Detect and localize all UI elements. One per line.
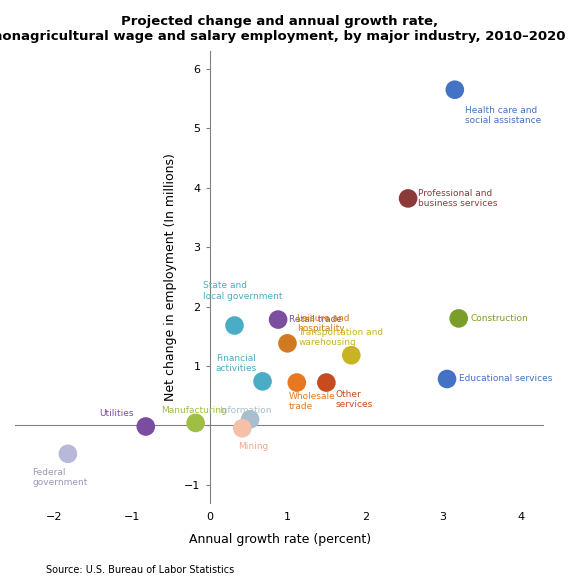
- Point: [141, 422, 150, 431]
- Text: Health care and
social assistance: Health care and social assistance: [465, 106, 541, 125]
- Point: [443, 375, 452, 384]
- X-axis label: Annual growth rate (percent): Annual growth rate (percent): [188, 533, 371, 546]
- Text: Manufacturing: Manufacturing: [161, 406, 227, 414]
- Point: [347, 351, 356, 360]
- Point: [292, 378, 302, 387]
- Text: State and
local government: State and local government: [204, 281, 283, 301]
- Point: [283, 339, 292, 348]
- Text: Mining: Mining: [238, 442, 268, 451]
- Text: Transportation and
warehousing: Transportation and warehousing: [298, 328, 383, 347]
- Point: [238, 424, 247, 433]
- Text: Educational services: Educational services: [459, 375, 552, 383]
- Text: Retail trade: Retail trade: [289, 315, 342, 324]
- Text: Utilities: Utilities: [99, 409, 133, 418]
- Text: Federal
government: Federal government: [32, 468, 88, 487]
- Text: Source: U.S. Bureau of Labor Statistics: Source: U.S. Bureau of Labor Statistics: [46, 565, 235, 575]
- Point: [258, 377, 267, 386]
- Point: [404, 194, 413, 203]
- Point: [454, 314, 463, 323]
- Point: [450, 85, 459, 94]
- Point: [274, 315, 283, 324]
- Point: [322, 378, 331, 387]
- Title: Projected change and annual growth rate,
nonagricultural wage and salary employm: Projected change and annual growth rate,…: [0, 15, 566, 43]
- Point: [230, 321, 239, 330]
- Text: Information: Information: [219, 406, 271, 414]
- Text: Leisure and
hospitality: Leisure and hospitality: [297, 314, 349, 334]
- Point: [191, 418, 200, 428]
- Text: Other
services: Other services: [336, 390, 373, 409]
- Y-axis label: Net change in employment (In millions): Net change in employment (In millions): [164, 153, 177, 401]
- Text: Financial
activities: Financial activities: [216, 354, 257, 373]
- Text: Professional and
business services: Professional and business services: [418, 188, 498, 208]
- Point: [245, 415, 255, 424]
- Text: Construction: Construction: [470, 314, 528, 323]
- Point: [63, 449, 72, 458]
- Text: Wholesale
trade: Wholesale trade: [289, 392, 336, 412]
